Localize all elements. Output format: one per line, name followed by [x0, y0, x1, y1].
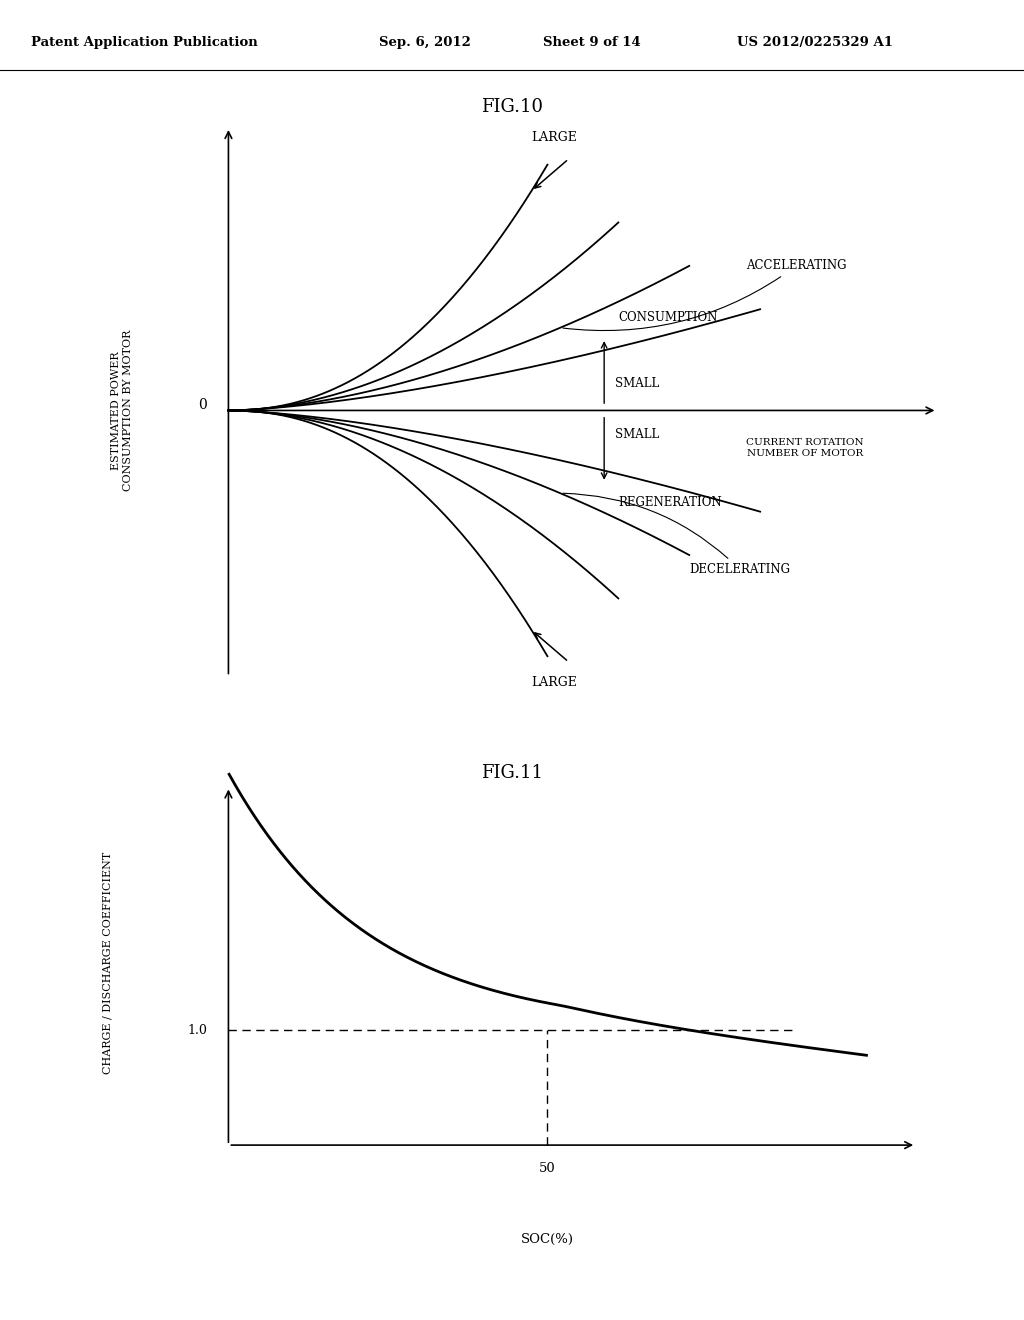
Text: LARGE: LARGE	[531, 676, 578, 689]
Text: CONSUMPTION: CONSUMPTION	[618, 312, 718, 325]
Text: LARGE: LARGE	[531, 132, 578, 144]
Text: CHARGE / DISCHARGE COEFFICIENT: CHARGE / DISCHARGE COEFFICIENT	[103, 851, 113, 1073]
Text: REGENERATION: REGENERATION	[618, 496, 722, 510]
Text: 1.0: 1.0	[187, 1023, 207, 1036]
Text: US 2012/0225329 A1: US 2012/0225329 A1	[737, 37, 893, 49]
Text: ESTIMATED POWER
CONSUMPTION BY MOTOR: ESTIMATED POWER CONSUMPTION BY MOTOR	[112, 330, 133, 491]
Text: 50: 50	[539, 1162, 556, 1175]
Text: FIG.11: FIG.11	[481, 764, 543, 781]
Text: CURRENT ROTATION
NUMBER OF MOTOR: CURRENT ROTATION NUMBER OF MOTOR	[745, 438, 863, 458]
Text: ACCELERATING: ACCELERATING	[563, 260, 847, 330]
Text: SMALL: SMALL	[614, 428, 659, 441]
Text: SMALL: SMALL	[614, 378, 659, 391]
Text: 0: 0	[199, 397, 207, 412]
Text: SOC(%): SOC(%)	[521, 1233, 573, 1246]
Text: Sep. 6, 2012: Sep. 6, 2012	[379, 37, 471, 49]
Text: Patent Application Publication: Patent Application Publication	[31, 37, 257, 49]
Text: FIG.10: FIG.10	[481, 98, 543, 116]
Text: DECELERATING: DECELERATING	[563, 494, 791, 576]
Text: Sheet 9 of 14: Sheet 9 of 14	[543, 37, 640, 49]
